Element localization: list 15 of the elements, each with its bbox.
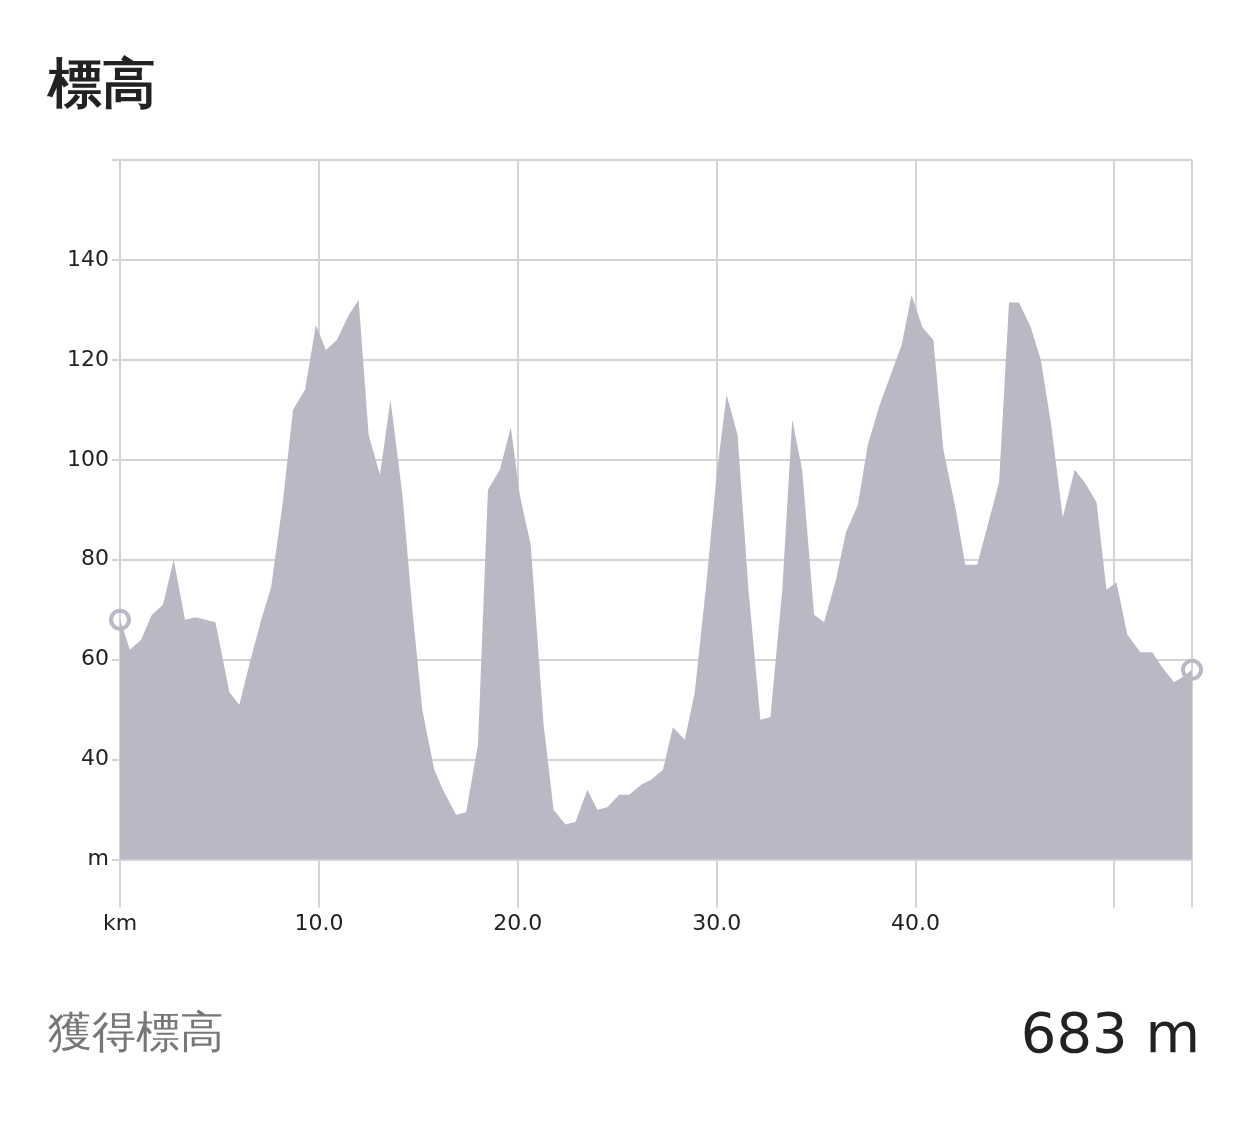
y-tick-label: 100 [67,445,109,471]
y-tick-label: 140 [67,245,109,271]
y-tick-label: m [87,845,109,871]
y-tick-label: 120 [67,345,109,371]
y-tick-label: 80 [81,545,109,571]
x-tick-label: 40.0 [891,909,941,935]
chart-title: 標高 [46,51,157,117]
x-tick-label: 30.0 [692,909,742,935]
x-tick-label: 20.0 [493,909,543,935]
text: 獲得標高 [48,1005,224,1059]
x-tick-label: km [102,909,138,935]
y-tick-label: 60 [81,645,109,671]
text: 683 m [1020,1000,1200,1065]
x-tick-label: 10.0 [294,909,344,935]
y-tick-label: 40 [81,745,109,771]
